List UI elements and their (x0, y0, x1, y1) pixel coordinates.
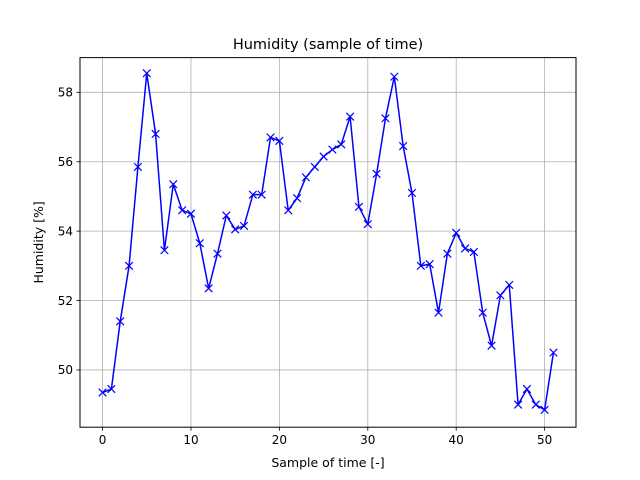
data-point-marker (469, 247, 479, 257)
data-point-marker (301, 173, 311, 182)
data-point-marker (425, 259, 434, 269)
data-point-marker (107, 384, 116, 394)
data-point-marker (204, 284, 213, 293)
x-tick-label: 0 (99, 433, 107, 447)
x-tick-label: 50 (537, 433, 552, 447)
data-point-marker (98, 388, 107, 397)
data-point-marker (266, 133, 275, 142)
plot-frame (79, 57, 577, 428)
chart-title: Humidity (sample of time) (233, 37, 423, 53)
data-point-marker (381, 114, 390, 123)
data-point-marker (319, 152, 328, 161)
data-point-marker (407, 188, 417, 198)
data-point-marker (451, 228, 461, 238)
y-tick-label: 56 (58, 155, 73, 169)
y-tick-label: 50 (58, 363, 73, 377)
data-point-marker (416, 261, 426, 271)
data-point-marker (230, 225, 240, 234)
series-line (102, 72, 555, 411)
data-point-marker (345, 112, 355, 121)
data-point-marker (160, 245, 169, 255)
data-point-marker (540, 405, 549, 415)
y-tick-label: 52 (58, 294, 73, 308)
data-point-marker (151, 129, 160, 139)
data-point-marker (505, 280, 514, 290)
data-point-marker (487, 341, 496, 350)
data-point-marker (222, 211, 231, 220)
data-point-marker (496, 291, 505, 300)
grid (80, 57, 576, 428)
data-point-marker (257, 190, 266, 199)
x-tick-label: 10 (183, 433, 198, 447)
data-point-marker (363, 219, 373, 229)
data-point-marker (549, 348, 558, 357)
data-point-marker (248, 190, 258, 199)
data-point-marker (213, 249, 222, 258)
data-point-marker (443, 249, 452, 258)
data-point-marker (310, 162, 319, 172)
data-point-marker (142, 68, 151, 78)
data-point-marker (522, 384, 532, 394)
x-tick-label: 20 (272, 433, 287, 447)
data-point-marker (478, 308, 487, 317)
data-point-marker (460, 244, 470, 253)
data-point-marker (275, 136, 284, 146)
data-point-marker (292, 193, 302, 203)
x-axis-label: Sample of time [-] (271, 455, 384, 470)
data-point-marker (195, 239, 205, 248)
x-tick-label: 30 (360, 433, 375, 447)
data-point-marker (337, 140, 346, 149)
data-point-marker (513, 400, 523, 409)
y-axis-label: Humidity [%] (31, 201, 46, 283)
data-point-marker (390, 72, 399, 81)
data-point-marker (239, 221, 249, 231)
data-point-marker (124, 261, 134, 271)
y-axis: 50 52 54 56 58 (58, 86, 80, 377)
data-point-marker (398, 141, 408, 151)
data-point-marker (328, 145, 337, 154)
data-point-marker (169, 180, 178, 189)
y-tick-label: 58 (58, 86, 73, 100)
y-tick-label: 54 (58, 224, 73, 238)
data-point-marker (434, 308, 443, 317)
series-humidity (98, 68, 558, 415)
x-axis: 0 10 20 30 40 50 (99, 427, 552, 447)
data-point-marker (283, 206, 293, 215)
data-point-marker (116, 317, 125, 326)
data-point-marker (354, 202, 364, 212)
data-point-marker (133, 162, 143, 172)
x-tick-label: 40 (449, 433, 464, 447)
data-point-marker (186, 209, 196, 218)
data-point-marker (372, 169, 381, 179)
data-point-marker (177, 206, 187, 215)
data-point-marker (531, 400, 540, 409)
